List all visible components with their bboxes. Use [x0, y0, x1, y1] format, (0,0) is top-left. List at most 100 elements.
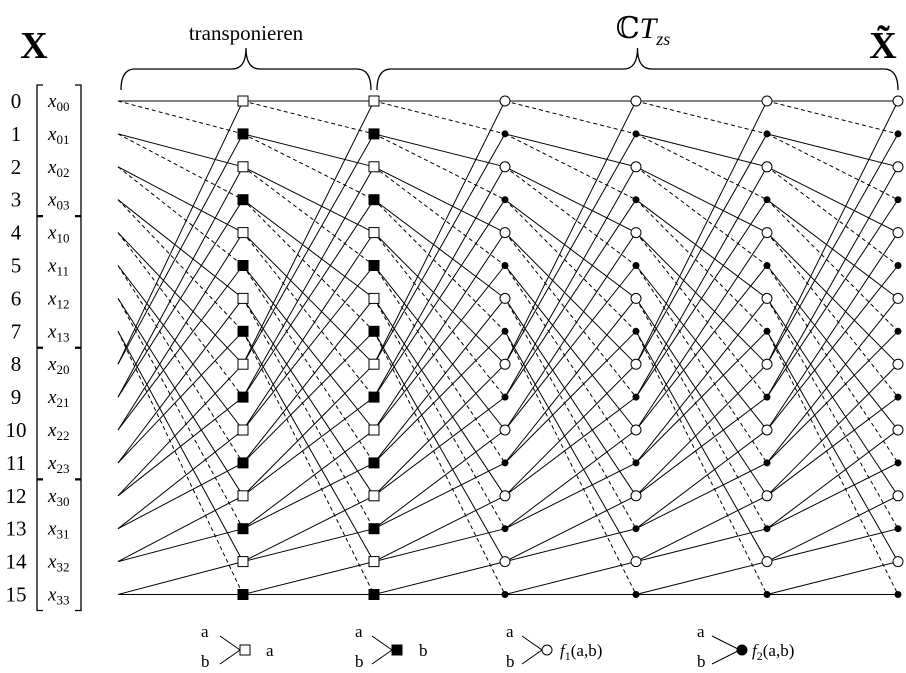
white-square-node: [237, 292, 249, 304]
black-circle-node: [894, 327, 902, 335]
white-square-node: [368, 161, 380, 173]
edge: [373, 561, 506, 595]
edge: [766, 298, 899, 497]
black-circle-node: [632, 327, 640, 335]
edge: [117, 232, 244, 431]
edge: [766, 133, 899, 168]
edge: [504, 100, 637, 135]
white-circle-node: [761, 161, 773, 173]
black-circle-node: [632, 130, 640, 138]
edge: [504, 265, 637, 464]
white-circle-node: [761, 358, 773, 370]
edge: [242, 298, 375, 497]
black-square-node: [368, 128, 380, 140]
edge: [117, 166, 244, 398]
legend-2-output: b: [419, 641, 428, 660]
white-circle-node: [892, 490, 904, 502]
edge: [373, 133, 506, 168]
black-square-node: [368, 325, 380, 337]
edge: [766, 298, 899, 529]
edge: [504, 429, 637, 530]
black-circle-node: [632, 591, 640, 598]
matrix-entry: x22: [47, 420, 69, 443]
white-square-node: [237, 227, 249, 239]
edge: [373, 363, 506, 497]
edge: [504, 495, 637, 563]
edge: [242, 166, 375, 398]
white-circle-node: [630, 358, 642, 370]
edge: [242, 363, 375, 497]
edge: [635, 199, 768, 332]
black-circle-node: [894, 262, 902, 269]
edge: [766, 166, 899, 234]
white-circle-node: [499, 490, 511, 502]
edge: [766, 232, 899, 365]
white-square-node: [368, 95, 380, 107]
black-square-node: [237, 128, 249, 140]
white-circle-node: [892, 292, 904, 304]
input-matrix: x00 x01 x02 x03 x10 x11 x12 x13 x20 x21 x22 x23 x30 x…: [36, 84, 82, 612]
white-circle-node: [630, 95, 642, 107]
white-circle-node: [499, 556, 511, 568]
black-circle-node: [763, 196, 771, 204]
legend-3-input-b: b: [506, 652, 515, 671]
edge: [117, 166, 244, 234]
edge: [766, 331, 899, 595]
header-ctzs: ℂTzs: [616, 12, 671, 49]
edge: [242, 232, 375, 398]
edge: [635, 561, 768, 595]
black-square-node: [237, 589, 249, 600]
edge: [373, 100, 506, 135]
black-circle-node: [894, 130, 902, 138]
edge: [635, 232, 768, 365]
edge: [635, 298, 768, 497]
row-number: 7: [11, 319, 22, 343]
white-circle-node: [761, 227, 773, 239]
white-square-node: [368, 358, 380, 370]
legend-black-square-icon: [391, 644, 403, 656]
edge: [373, 265, 506, 464]
black-square-node: [237, 325, 249, 337]
edge: [635, 495, 768, 563]
matrix-entry: x02: [47, 157, 69, 180]
edge: [117, 429, 244, 530]
edge: [373, 298, 506, 497]
black-circle-node: [501, 327, 509, 335]
edge: [766, 495, 899, 563]
edge: [117, 331, 244, 562]
edge: [635, 298, 768, 529]
edge: [635, 429, 768, 530]
edge: [635, 199, 768, 299]
edge: [373, 429, 506, 530]
edge: [117, 561, 244, 595]
edge: [504, 166, 637, 398]
white-circle-node: [761, 424, 773, 436]
edge: [117, 495, 244, 563]
white-square-node: [368, 556, 380, 568]
black-circle-node: [501, 130, 509, 138]
edge: [242, 166, 375, 266]
row-number: 12: [6, 484, 27, 508]
edge: [635, 166, 768, 234]
white-circle-node: [892, 424, 904, 436]
legend-3-input-a: a: [506, 622, 514, 641]
white-circle-node: [630, 490, 642, 502]
black-square-node: [237, 260, 249, 271]
black-circle-node: [894, 196, 902, 204]
matrix-block: [36, 347, 82, 480]
white-square-node: [237, 424, 249, 436]
header-ctzs-main: T: [640, 12, 659, 45]
legend-item-white-square: a b a: [201, 622, 274, 671]
edge: [117, 462, 244, 530]
network-nodes: [237, 95, 904, 600]
legend-4-input-b: b: [697, 652, 706, 671]
edge: [766, 561, 899, 595]
edge: [373, 199, 506, 332]
edge: [117, 199, 244, 332]
edge: [373, 133, 506, 201]
edge: [117, 133, 244, 168]
edge: [504, 331, 637, 595]
edge: [117, 363, 244, 497]
row-number: 11: [6, 451, 26, 475]
edge: [766, 100, 899, 365]
